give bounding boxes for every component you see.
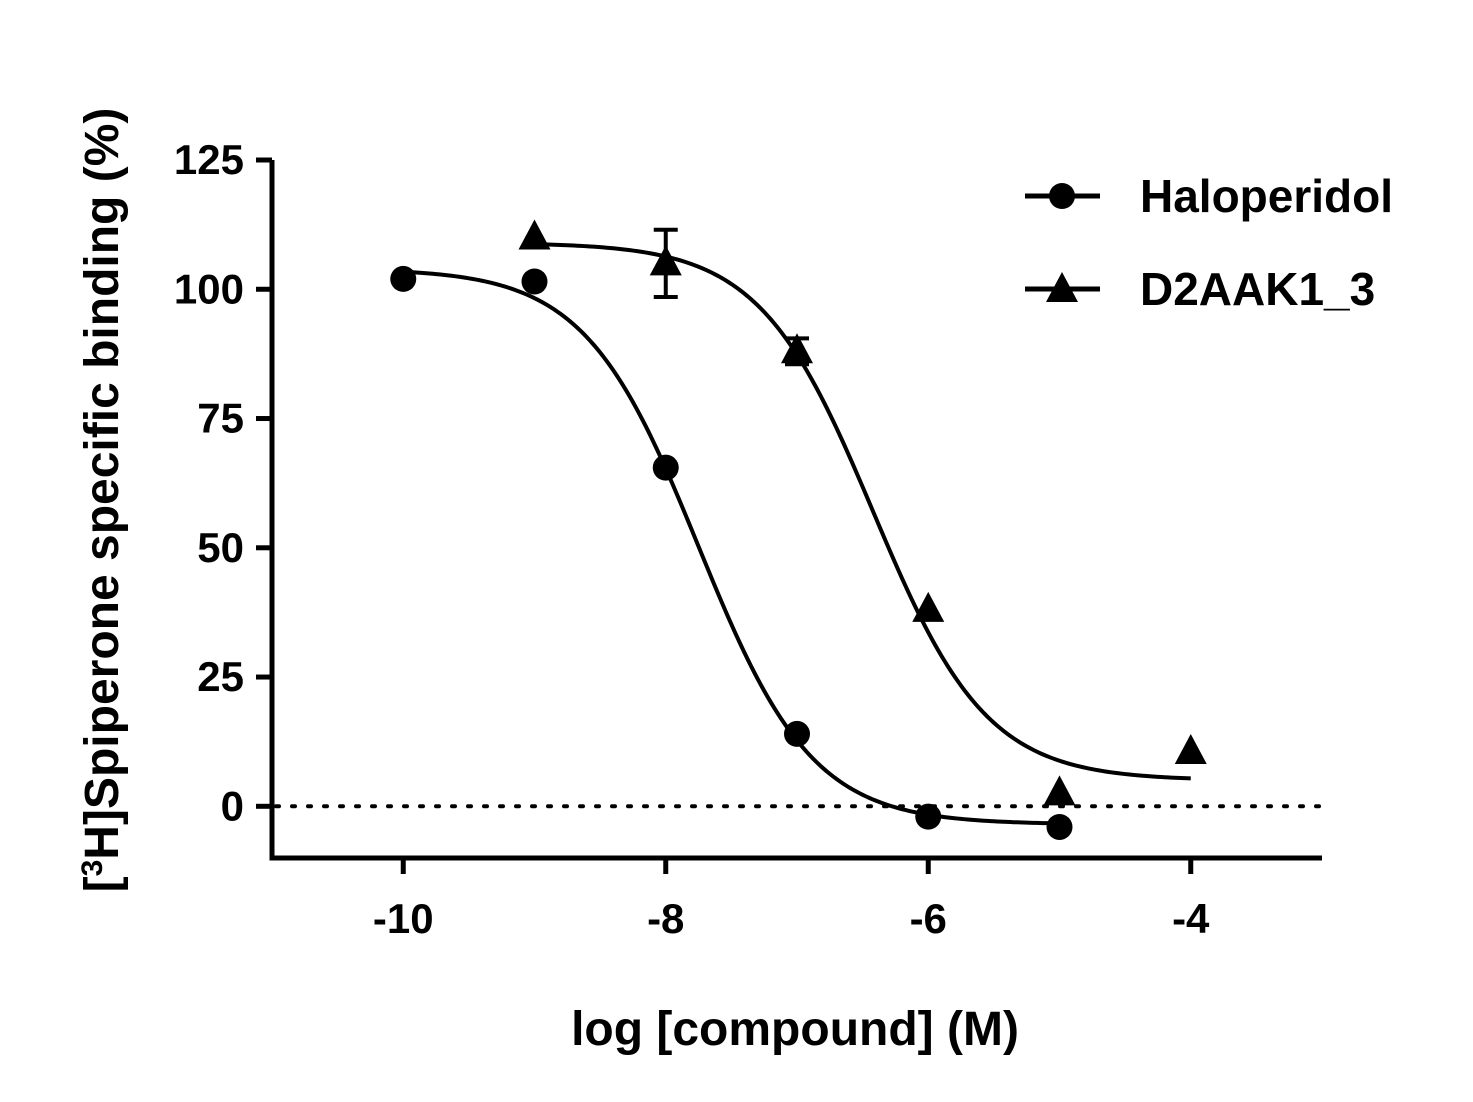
fit-curves — [403, 242, 1191, 826]
data-points — [390, 219, 1207, 840]
legend-label-d2aak1-3: D2AAK1_3 — [1140, 263, 1375, 315]
data-point-triangle — [1043, 775, 1076, 806]
y-tick-label: 50 — [197, 524, 244, 571]
legend-circle-marker — [1049, 183, 1075, 209]
data-point-circle — [1046, 813, 1073, 840]
data-point-circle — [390, 265, 417, 292]
data-point-triangle — [912, 591, 945, 622]
data-point-circle — [521, 268, 548, 295]
data-point-circle — [915, 803, 942, 830]
legend-label-haloperidol: Haloperidol — [1140, 170, 1393, 222]
data-point-triangle — [518, 219, 551, 250]
y-tick-label: 75 — [197, 395, 244, 442]
fit-curve-haloperidol — [403, 269, 1060, 826]
fit-curve-d2aak1-3 — [534, 242, 1191, 781]
y-tick-label: 25 — [197, 653, 244, 700]
legend: Haloperidol D2AAK1_3 — [1025, 170, 1393, 315]
data-point-triangle — [649, 245, 682, 276]
y-tick-label: 100 — [174, 265, 244, 312]
y-axis-title: [3H]Spiperone specific binding (%) — [76, 108, 130, 893]
y-axis-title-superscript: 3 — [76, 860, 109, 877]
error-bars — [653, 227, 809, 367]
x-tick-label: -8 — [647, 895, 684, 942]
legend-triangle-marker — [1046, 272, 1078, 302]
y-tick-label: 125 — [174, 136, 244, 183]
data-point-triangle — [1174, 734, 1207, 765]
y-tick-label: 0 — [221, 782, 244, 829]
data-point-triangle — [781, 333, 813, 364]
x-tick-label: -4 — [1172, 895, 1210, 942]
y-axis-title-element: H] — [76, 809, 129, 860]
x-axis-title: log [compound] (M) — [571, 1003, 1019, 1056]
y-axis-title-prefix: [ — [76, 876, 129, 892]
legend-item-d2aak1-3: D2AAK1_3 — [1025, 263, 1375, 315]
data-point-circle — [784, 720, 810, 747]
axis-lines — [269, 160, 1322, 861]
axes: 0 25 50 75 100 125 -10 -8 -6 -4 — [174, 136, 1322, 942]
x-tick-label: -10 — [373, 895, 434, 942]
data-point-circle — [652, 454, 679, 481]
y-axis-title-text: Spiperone specific binding (%) — [76, 108, 129, 809]
legend-item-haloperidol: Haloperidol — [1025, 170, 1393, 222]
x-tick-label: -6 — [910, 895, 947, 942]
